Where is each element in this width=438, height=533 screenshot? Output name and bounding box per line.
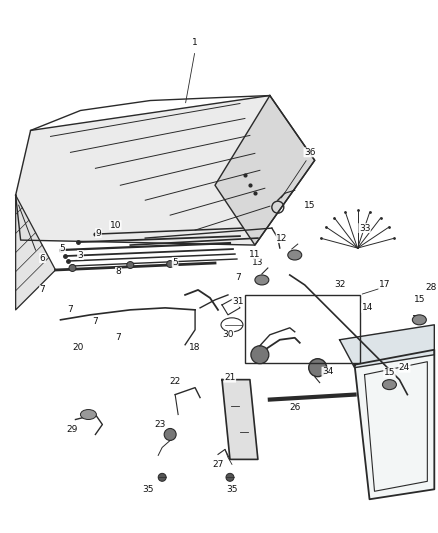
Text: 18: 18: [189, 343, 201, 352]
Ellipse shape: [81, 409, 96, 419]
Polygon shape: [222, 379, 258, 459]
Text: 36: 36: [304, 148, 315, 157]
Circle shape: [167, 261, 173, 268]
Text: 23: 23: [155, 420, 166, 429]
Text: 28: 28: [426, 284, 437, 293]
Circle shape: [251, 346, 269, 364]
Circle shape: [164, 429, 176, 440]
Circle shape: [158, 473, 166, 481]
Text: 35: 35: [142, 485, 154, 494]
Text: 14: 14: [362, 303, 373, 312]
Text: 1: 1: [192, 38, 198, 47]
Text: 33: 33: [359, 224, 370, 232]
Text: 26: 26: [289, 403, 300, 412]
Text: 22: 22: [170, 377, 181, 386]
Text: 34: 34: [322, 367, 333, 376]
Text: 31: 31: [232, 297, 244, 306]
Text: 6: 6: [40, 254, 46, 263]
Circle shape: [127, 262, 134, 269]
Ellipse shape: [413, 315, 426, 325]
Text: 17: 17: [379, 280, 390, 289]
Text: 9: 9: [95, 229, 101, 238]
Text: 3: 3: [78, 251, 83, 260]
Text: 7: 7: [116, 333, 121, 342]
Text: 35: 35: [226, 485, 238, 494]
Text: 21: 21: [224, 373, 236, 382]
Text: 15: 15: [413, 295, 425, 304]
Text: 7: 7: [235, 273, 241, 282]
Circle shape: [309, 359, 327, 377]
Ellipse shape: [255, 275, 269, 285]
Text: 20: 20: [73, 343, 84, 352]
Text: 7: 7: [67, 305, 73, 314]
Text: 7: 7: [92, 317, 98, 326]
Text: 29: 29: [67, 425, 78, 434]
Text: 7: 7: [40, 286, 46, 294]
Circle shape: [69, 264, 76, 271]
Polygon shape: [339, 325, 434, 368]
Text: 30: 30: [222, 330, 234, 340]
Text: 15: 15: [304, 201, 315, 209]
Text: 8: 8: [116, 268, 121, 277]
Text: 5: 5: [172, 257, 178, 266]
Polygon shape: [16, 95, 314, 245]
Circle shape: [226, 473, 234, 481]
Bar: [245, 295, 360, 362]
Ellipse shape: [382, 379, 396, 390]
Polygon shape: [215, 95, 314, 245]
Text: 10: 10: [110, 221, 121, 230]
Text: 13: 13: [252, 257, 264, 266]
Polygon shape: [16, 195, 56, 310]
Text: 24: 24: [399, 363, 410, 372]
Text: 15: 15: [384, 368, 395, 377]
Text: 12: 12: [276, 233, 287, 243]
Text: 5: 5: [60, 244, 65, 253]
Text: 27: 27: [212, 460, 224, 469]
Text: 11: 11: [249, 249, 261, 259]
Polygon shape: [355, 350, 434, 499]
Text: 32: 32: [334, 280, 345, 289]
Ellipse shape: [288, 250, 302, 260]
